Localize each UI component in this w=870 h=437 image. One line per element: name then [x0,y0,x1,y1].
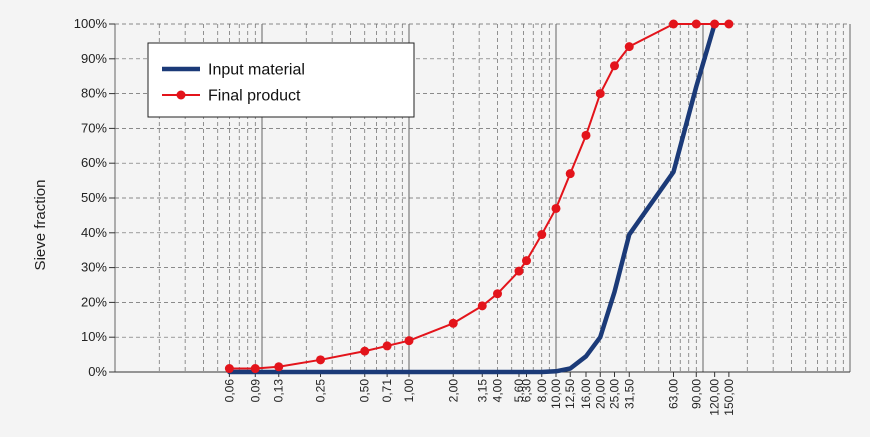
x-tick-label: 0,25 [313,379,327,403]
data-point [691,19,701,29]
y-tick-label: 70% [81,120,107,135]
legend: Input material Final product [147,42,415,118]
data-point [477,301,487,311]
x-tick-label: 25,00 [607,379,621,409]
x-tick-label: 16,00 [579,379,593,409]
y-tick-label: 0% [88,364,107,379]
x-tick-label: 120,00 [708,379,722,416]
y-tick-label: 10% [81,329,107,344]
data-point [724,19,734,29]
x-tick-label: 4,00 [491,379,505,403]
data-point [382,341,392,351]
series-layer [224,19,734,375]
data-point [624,42,634,52]
x-tick-label: 0,71 [380,379,394,403]
data-point [493,289,503,299]
y-tick-label: 20% [81,294,107,309]
data-point [537,230,547,240]
data-point [595,89,605,99]
x-tick-label: 20,00 [593,379,607,409]
y-tick-label: 40% [81,225,107,240]
x-tick-label: 63,00 [667,379,681,409]
x-tick-label: 90,00 [689,379,703,409]
data-point [565,169,575,179]
y-tick-label: 50% [81,190,107,205]
data-point [404,336,414,346]
data-point [274,362,284,372]
axis-layer: 0% 10% 20% 30% 40% 50% 60% 70% 80% 90% 100% 0,06 0,0… [74,16,850,416]
x-tick-label: 6,30 [520,379,534,403]
data-point [551,203,561,213]
x-tick-label: 1,00 [402,379,416,403]
y-tick-label: 30% [81,260,107,275]
x-tick-label: 2,00 [446,379,460,403]
x-tick-label: 31,50 [622,379,636,409]
y-axis-label: Sieve fraction [32,180,49,271]
legend-marker-1 [176,90,186,100]
data-point [315,355,325,365]
data-point [609,61,619,71]
x-tick-label: 10,00 [549,379,563,409]
legend-box [147,42,415,118]
y-tick-label: 100% [74,16,108,31]
data-point [360,346,370,356]
y-tick-label: 60% [81,155,107,170]
data-point [250,364,260,374]
x-tick-label: 150,00 [722,379,736,416]
data-point [581,130,591,140]
data-point [224,364,234,374]
series-line-0 [227,21,717,375]
data-point [448,318,458,328]
x-tick-label: 0,50 [358,379,372,403]
x-tick-label: 0,13 [272,379,286,403]
data-point [514,266,524,276]
x-tick-label: 3,15 [475,379,489,403]
y-tick-label: 80% [81,86,107,101]
data-point [710,19,720,29]
x-tick-label: 12,50 [563,379,577,409]
y-tick-label: 90% [81,51,107,66]
x-tick-label: 0,06 [222,379,236,403]
x-tick-label: 8,00 [535,379,549,403]
data-point [522,256,532,266]
x-tick-label: 5,60 [512,379,526,403]
x-tick-label: 0,09 [248,379,262,403]
legend-label-0: Input material [208,62,305,79]
data-point [669,19,679,29]
legend-label-1: Final product [208,88,301,105]
